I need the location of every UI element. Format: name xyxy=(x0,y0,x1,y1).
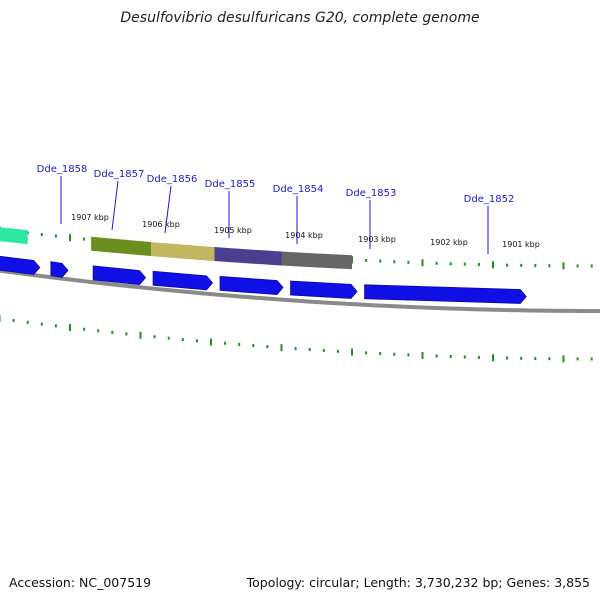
gene-label: Dde_1855 xyxy=(205,179,256,190)
gene-label: Dde_1858 xyxy=(37,164,88,175)
gene-arrow[interactable] xyxy=(92,265,147,286)
gene-arrow[interactable] xyxy=(364,284,527,304)
feature-band xyxy=(214,247,282,266)
kbp-label: 1907 kbp xyxy=(71,213,109,222)
gene-arrow[interactable] xyxy=(290,280,358,299)
map-title: Desulfovibrio desulfuricans G20, complet… xyxy=(120,10,480,26)
kbp-label: 1901 kbp xyxy=(502,240,540,249)
gene-label: Dde_1854 xyxy=(273,184,324,195)
feature-band xyxy=(0,227,28,245)
kbp-label: 1903 kbp xyxy=(358,235,396,244)
gene-arrow[interactable] xyxy=(152,270,214,291)
gene-arrow[interactable] xyxy=(0,255,41,275)
gene-label: Dde_1856 xyxy=(147,174,198,185)
kbp-label: 1904 kbp xyxy=(285,231,323,240)
kbp-label: 1906 kbp xyxy=(142,220,180,229)
gene-label-callouts: Dde_1858 Dde_1857 Dde_1856 Dde_1855 Dde_1854… xyxy=(37,164,515,254)
gene-arrow[interactable] xyxy=(219,275,284,295)
kbp-tick-labels: 1907 kbp 1906 kbp 1905 kbp 1904 kbp 1903 kbp… xyxy=(71,213,540,249)
gene-label: Dde_1852 xyxy=(464,194,515,205)
kbp-label: 1902 kbp xyxy=(430,238,468,247)
feature-band xyxy=(91,236,152,257)
gene-label: Dde_1857 xyxy=(94,169,145,180)
callout-line xyxy=(164,185,172,234)
gene-label: Dde_1853 xyxy=(346,188,397,199)
gene-arrow[interactable] xyxy=(50,261,69,278)
accession-text: Accession: NC_007519 xyxy=(9,575,152,590)
feature-band xyxy=(281,251,352,270)
callout-line xyxy=(111,180,119,231)
feature-track xyxy=(0,227,352,270)
feature-band xyxy=(151,242,215,261)
genome-backbone xyxy=(0,268,600,314)
kbp-label: 1905 kbp xyxy=(214,226,252,235)
inner-tick-ring xyxy=(0,315,593,363)
gene-track xyxy=(0,255,527,304)
genome-summary-text: Topology: circular; Length: 3,730,232 bp… xyxy=(246,575,590,590)
